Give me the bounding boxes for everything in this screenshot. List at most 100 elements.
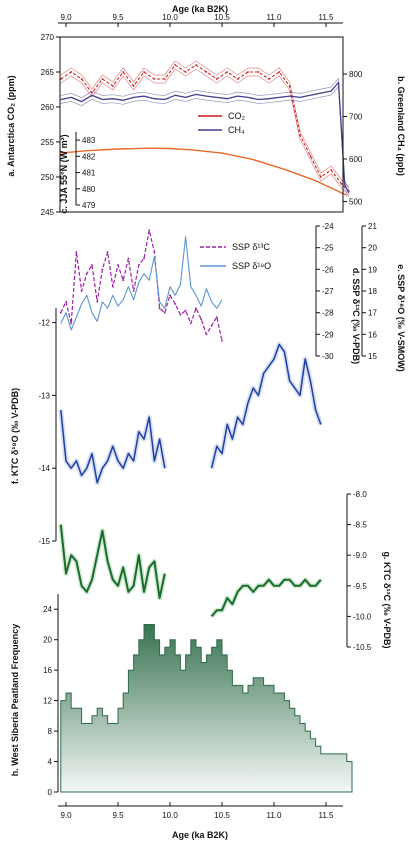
series-f-line-0 (60, 409, 166, 484)
ssp-d13c-layer (59, 229, 223, 342)
peatland-axis-ticklabel-0: 0 (48, 788, 53, 797)
axes-group: 2452502552602652705006007008004794804814… (38, 33, 377, 797)
point-a-0-25 (319, 176, 322, 178)
point-d-0-23 (179, 313, 182, 316)
point-a-0-13 (195, 64, 197, 66)
series-g-line-1 (210, 578, 322, 618)
point-d-0-6 (91, 264, 93, 266)
ktc-d18o-axis-ticklabel-3: -12 (38, 319, 50, 328)
point-d-0-4 (80, 290, 83, 292)
bottom-axis-ticklabel-1: 9.5 (112, 811, 124, 820)
ssp-d13c-axis-ticklabel-2: -28 (322, 309, 334, 318)
point-d-0-10 (111, 285, 114, 288)
point-d-0-3 (75, 251, 78, 253)
point-d-0-17 (148, 229, 151, 232)
label-peatland: h. West Siberia Peatland Frequency (10, 624, 20, 776)
point-d-0-22 (174, 303, 177, 305)
point-d-0-31 (221, 339, 223, 342)
point-a-0-14 (205, 71, 208, 73)
series-a-lower-0 (60, 68, 350, 196)
co2-axis-ticklabel-1: 250 (41, 173, 55, 182)
ktc-d13c-axis-ticklabel-0: -10.5 (353, 643, 372, 652)
peatland-axis-ticklabel-3: 12 (43, 697, 52, 706)
bottom-axis-title: Age (ka B2K) (172, 830, 228, 840)
series-c-line-0 (60, 147, 348, 196)
point-a-0-5 (111, 85, 114, 87)
point-a-0-11 (174, 64, 177, 66)
point-d-0-16 (143, 257, 145, 260)
ssp-d18o-axis-ticklabel-3: 18 (368, 287, 377, 296)
ktc-d13c-axis-ticklabel-3: -9.0 (353, 551, 367, 560)
point-a-0-2 (80, 78, 83, 80)
peatland-axis-ticklabel-4: 16 (43, 666, 52, 675)
ktc-d13c-axis-ticklabel-2: -9.5 (353, 582, 367, 591)
point-a-0-15 (215, 78, 218, 80)
series-f-line-1 (210, 343, 322, 469)
legend-d18o-label: SSP δ¹⁸O (232, 261, 271, 271)
point-d-0-26 (195, 307, 197, 310)
legend-co2-label: CO₂ (228, 111, 246, 121)
top-age-axis: 9.0 9.5 10.0 10.5 11.0 11.5 (58, 13, 343, 27)
point-d-0-1 (65, 300, 67, 303)
series-b-lower-0 (60, 85, 350, 198)
ch4-layer (60, 77, 350, 198)
co2-axis-ticklabel-5: 270 (41, 33, 55, 42)
point-a-0-26 (330, 169, 333, 171)
ssp-d18o-axis-ticklabel-4: 19 (368, 265, 377, 274)
point-d-0-27 (200, 318, 203, 321)
peatland-axis-ticklabel-5: 20 (43, 636, 52, 645)
point-a-0-23 (299, 134, 301, 136)
point-a-0-12 (184, 71, 187, 73)
point-a-0-10 (163, 78, 166, 80)
top-axis-ticklabel-5: 11.5 (319, 13, 335, 22)
insolation-axis-ticklabel-3: 482 (82, 152, 96, 161)
ktc-d13c-axis-ticklabel-1: -10.0 (353, 612, 372, 621)
point-a-0-18 (247, 71, 249, 73)
point-a-0-6 (122, 71, 125, 73)
top-axis-ticklabel-1: 9.5 (112, 13, 124, 22)
point-d-0-29 (210, 324, 213, 327)
series-b-upper-0 (60, 77, 350, 190)
peatland-layer (60, 624, 353, 793)
top-panel-frame (59, 36, 344, 213)
co2-axis-ticklabel-2: 255 (41, 138, 55, 147)
ssp-d18o-axis-ticklabel-5: 20 (368, 244, 377, 253)
ch4-axis-ticklabel-2: 700 (349, 113, 363, 122)
point-d-0-0 (59, 311, 62, 314)
point-d-0-30 (215, 316, 218, 318)
co2-layer (59, 60, 350, 196)
point-d-0-24 (184, 309, 187, 312)
series-a-upper-0 (60, 60, 350, 188)
point-d-0-2 (70, 322, 73, 325)
ch4-axis-ticklabel-1: 600 (349, 155, 363, 164)
peatland-axis-ticklabel-2: 8 (48, 727, 53, 736)
label-ktc-d13c: g. KTC δ¹³C (‰ V-PDB) (382, 552, 392, 649)
point-d-0-19 (158, 307, 161, 310)
ch4-axis-ticklabel-3: 800 (349, 70, 363, 79)
ktc-d18o-axis-ticklabel-2: -13 (38, 391, 50, 400)
point-a-0-21 (278, 71, 281, 73)
co2-axis-ticklabel-3: 260 (41, 103, 55, 112)
bottom-axis-ticklabel-3: 10.5 (214, 811, 230, 820)
point-a-0-22 (288, 85, 291, 87)
point-a-0-9 (153, 78, 156, 80)
point-a-0-24 (309, 155, 312, 157)
label-insolation: c. JJA 55°N (W m²) (59, 134, 69, 213)
label-ktc-d18o: f. KTC δ¹⁸O (‰ V-PDB) (10, 388, 20, 484)
ssp-d18o-layer (60, 236, 223, 331)
point-d-0-14 (132, 290, 135, 292)
insolation-axis-ticklabel-1: 480 (82, 185, 96, 194)
point-a-0-3 (91, 92, 93, 94)
point-a-0-27 (340, 183, 343, 185)
ktc-d13c-axis-ticklabel-4: -8.5 (353, 521, 367, 530)
series-d-line-0 (60, 229, 223, 341)
point-a-0-7 (132, 85, 135, 87)
insolation-layer (60, 147, 348, 196)
legend-ch4-label: CH₄ (228, 125, 245, 135)
point-d-0-28 (205, 333, 208, 336)
point-d-0-21 (169, 294, 171, 297)
ssp-d13c-axis-ticklabel-1: -29 (322, 330, 334, 339)
top-axis-ticklabel-0: 9.0 (60, 13, 72, 22)
point-d-0-20 (163, 311, 166, 314)
